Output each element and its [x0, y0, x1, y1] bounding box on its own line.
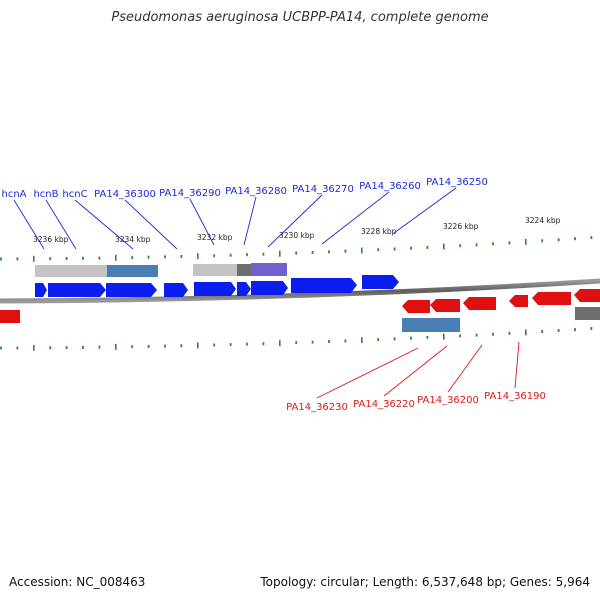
gene-arrow-reverse[interactable] — [532, 292, 571, 305]
reverse-leader-lines — [316, 341, 520, 399]
genome-summary-text: Topology: circular; Length: 6,537,648 bp… — [260, 575, 590, 589]
leader-line — [321, 191, 390, 245]
gene-label-pa14-36300[interactable]: PA14_36300 — [94, 189, 156, 200]
gene-label-hcnC[interactable]: hcnC — [62, 189, 87, 200]
feature-bar[interactable] — [251, 263, 287, 276]
leader-line — [447, 344, 483, 393]
gene-label-pa14-36200[interactable]: PA14_36200 — [417, 395, 479, 406]
gene-label-pa14-36280[interactable]: PA14_36280 — [225, 186, 287, 197]
gene-arrow-forward[interactable] — [362, 275, 399, 289]
gene-label-pa14-36190[interactable]: PA14_36190 — [484, 391, 546, 402]
scale-label: 3234 kbp — [115, 235, 151, 244]
forward-gene-track — [35, 275, 399, 297]
leader-line — [13, 199, 45, 250]
gene-arrow-reverse[interactable] — [0, 310, 20, 323]
gene-label-hcnA[interactable]: hcnA — [1, 189, 26, 200]
feature-bar[interactable] — [107, 265, 158, 277]
scale-label: 3236 kbp — [33, 235, 69, 244]
gene-arrow-reverse[interactable] — [430, 299, 460, 312]
feature-bar[interactable] — [35, 265, 107, 277]
gene-label-pa14-36230[interactable]: PA14_36230 — [286, 402, 348, 413]
gene-arrow-reverse[interactable] — [509, 295, 528, 307]
scale-label: 3230 kbp — [279, 231, 315, 240]
feature-bar[interactable] — [193, 264, 237, 276]
gene-arrow-forward[interactable] — [35, 283, 47, 297]
scale-label: 3224 kbp — [525, 216, 561, 225]
feature-track-upper — [35, 263, 287, 277]
leader-line — [383, 345, 448, 397]
leader-line — [189, 198, 215, 246]
gene-label-pa14-36250[interactable]: PA14_36250 — [426, 177, 488, 188]
scale-label: 3226 kbp — [443, 222, 479, 231]
feature-bar[interactable] — [237, 264, 251, 276]
reverse-gene-labels: PA14_36230 PA14_36220 PA14_36200 PA14_36… — [286, 391, 546, 413]
scale-ticks-lower — [0, 327, 593, 351]
leader-line — [393, 187, 457, 234]
forward-gene-labels: hcnA hcnB hcnC PA14_36300 PA14_36290 PA1… — [1, 177, 487, 200]
gene-label-pa14-36290[interactable]: PA14_36290 — [159, 188, 221, 199]
accession-text: Accession: NC_008463 — [9, 575, 146, 589]
forward-leader-lines — [13, 187, 457, 250]
genome-title: Pseudomonas aeruginosa UCBPP-PA14, compl… — [111, 10, 489, 25]
gene-arrow-forward[interactable] — [106, 283, 157, 297]
gene-arrow-reverse[interactable] — [574, 289, 600, 302]
leader-line — [316, 347, 419, 399]
leader-line — [124, 199, 178, 250]
genome-backbone — [0, 278, 600, 304]
leader-line — [45, 199, 77, 250]
feature-track-lower — [402, 307, 600, 332]
leader-line — [74, 199, 134, 250]
scale-label: 3232 kbp — [197, 233, 233, 242]
gene-arrow-reverse[interactable] — [402, 300, 430, 313]
gene-arrow-forward[interactable] — [164, 283, 188, 297]
feature-bar[interactable] — [402, 318, 460, 332]
gene-arrow-forward[interactable] — [194, 282, 236, 296]
gene-label-pa14-36220[interactable]: PA14_36220 — [353, 399, 415, 410]
leader-line — [514, 341, 520, 389]
reverse-gene-track — [0, 289, 600, 323]
gene-arrow-forward[interactable] — [237, 282, 251, 296]
gene-arrow-reverse[interactable] — [463, 297, 496, 310]
gene-arrow-forward[interactable] — [251, 281, 288, 295]
feature-bar[interactable] — [575, 307, 600, 320]
gene-arrow-forward[interactable] — [291, 278, 357, 293]
gene-arrow-forward[interactable] — [48, 283, 106, 297]
gene-label-pa14-36260[interactable]: PA14_36260 — [359, 181, 421, 192]
leader-line — [243, 196, 257, 246]
scale-labels: 3236 kbp 3234 kbp 3232 kbp 3230 kbp 3228… — [33, 216, 561, 244]
gene-label-hcnB[interactable]: hcnB — [33, 189, 58, 200]
leader-line — [267, 194, 323, 248]
scale-label: 3228 kbp — [361, 227, 397, 236]
scale-ticks-upper — [0, 236, 593, 262]
gene-label-pa14-36270[interactable]: PA14_36270 — [292, 184, 354, 195]
